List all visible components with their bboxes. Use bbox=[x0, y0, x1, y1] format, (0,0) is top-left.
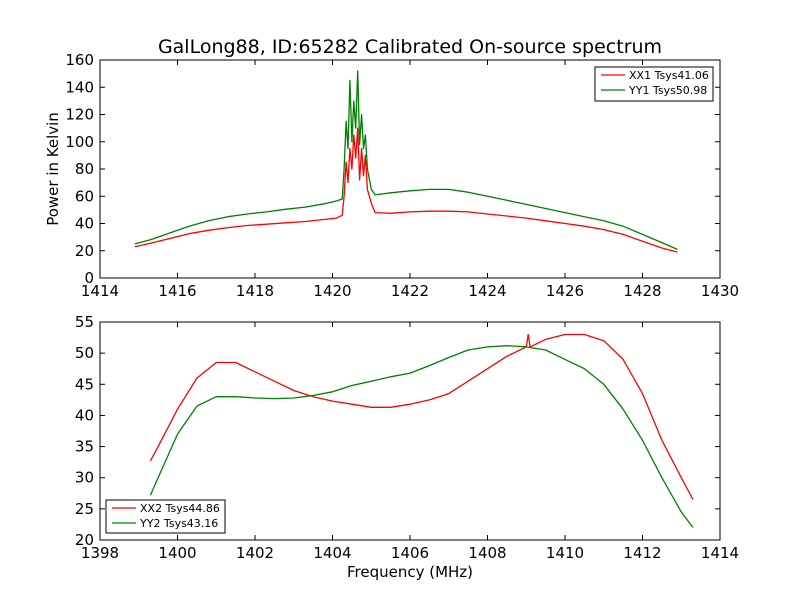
bottom-y-tick-label: 50 bbox=[75, 344, 94, 362]
bottom-x-tick-label: 1414 bbox=[701, 544, 739, 562]
top-y-tick-label: 60 bbox=[75, 187, 94, 205]
bottom-series-line-0 bbox=[149, 333, 694, 500]
bottom-y-tick-label: 20 bbox=[75, 531, 94, 549]
top-legend-box bbox=[594, 66, 714, 102]
top-y-tick-label: 100 bbox=[65, 133, 94, 151]
bottom-y-tick-label: 35 bbox=[75, 438, 94, 456]
top-legend: XX1 Tsys41.06 YY1 Tsys50.98 bbox=[594, 66, 714, 102]
top-y-tick-label: 20 bbox=[75, 242, 94, 260]
top-spectrum-panel: GalLong88, ID:65282 Calibrated On-source… bbox=[44, 36, 739, 300]
top-series bbox=[134, 70, 678, 253]
bottom-y-tick-label: 55 bbox=[75, 313, 94, 331]
top-x-tick-label: 1424 bbox=[468, 282, 506, 300]
bottom-series bbox=[149, 333, 694, 528]
top-x-tick-label: 1426 bbox=[546, 282, 584, 300]
top-legend-label-yy1: YY1 Tsys50.98 bbox=[628, 84, 707, 97]
top-legend-label-xx1: XX1 Tsys41.06 bbox=[629, 69, 709, 82]
top-x-tick-label: 1420 bbox=[313, 282, 351, 300]
chart-title: GalLong88, ID:65282 Calibrated On-source… bbox=[158, 36, 662, 58]
bottom-x-tick-label: 1408 bbox=[468, 544, 506, 562]
bottom-x-axis-label: Frequency (MHz) bbox=[347, 563, 473, 581]
top-x-tick-label: 1414 bbox=[81, 282, 119, 300]
top-x-tick-label: 1430 bbox=[701, 282, 739, 300]
bottom-x-tick-label: 1404 bbox=[313, 544, 351, 562]
bottom-spectrum-panel: 1398 1400 1402 1404 1406 1408 1410 1412 1414 20 25… bbox=[75, 313, 739, 581]
bottom-y-tick-label: 25 bbox=[75, 500, 94, 518]
bottom-x-tick-label: 1410 bbox=[546, 544, 584, 562]
top-y-tick-label: 80 bbox=[75, 160, 94, 178]
top-x-tick-label: 1416 bbox=[158, 282, 196, 300]
bottom-y-tick-label: 30 bbox=[75, 469, 94, 487]
bottom-ticks: 1398 1400 1402 1404 1406 1408 1410 1412 1414 20 25… bbox=[75, 313, 739, 562]
top-y-tick-label: 140 bbox=[65, 78, 94, 96]
bottom-x-tick-label: 1400 bbox=[158, 544, 196, 562]
bottom-x-tick-label: 1402 bbox=[236, 544, 274, 562]
top-x-tick-label: 1422 bbox=[391, 282, 429, 300]
top-x-tick-label: 1418 bbox=[236, 282, 274, 300]
bottom-series-line-1 bbox=[149, 345, 694, 528]
top-series-line-1 bbox=[134, 70, 678, 250]
top-x-tick-label: 1428 bbox=[623, 282, 661, 300]
bottom-legend-box bbox=[105, 499, 226, 534]
top-y-tick-label: 40 bbox=[75, 215, 94, 233]
bottom-legend-label-xx2: XX2 Tsys44.86 bbox=[140, 502, 220, 515]
top-y-axis-label: Power in Kelvin bbox=[44, 112, 62, 226]
bottom-legend: XX2 Tsys44.86 YY2 Tsys43.16 bbox=[105, 499, 226, 534]
bottom-x-tick-label: 1412 bbox=[623, 544, 661, 562]
top-y-tick-label: 0 bbox=[84, 269, 94, 287]
top-y-tick-label: 120 bbox=[65, 106, 94, 124]
bottom-x-tick-label: 1398 bbox=[81, 544, 119, 562]
bottom-y-tick-label: 45 bbox=[75, 375, 94, 393]
bottom-y-tick-label: 40 bbox=[75, 406, 94, 424]
bottom-legend-label-yy2: YY2 Tsys43.16 bbox=[139, 517, 218, 530]
top-series-line-0 bbox=[134, 127, 678, 253]
top-y-tick-label: 160 bbox=[65, 51, 94, 69]
top-ticks: 1414 1416 1418 1420 1422 1424 1426 1428 1430 0 20 4… bbox=[65, 51, 739, 300]
bottom-x-tick-label: 1406 bbox=[391, 544, 429, 562]
